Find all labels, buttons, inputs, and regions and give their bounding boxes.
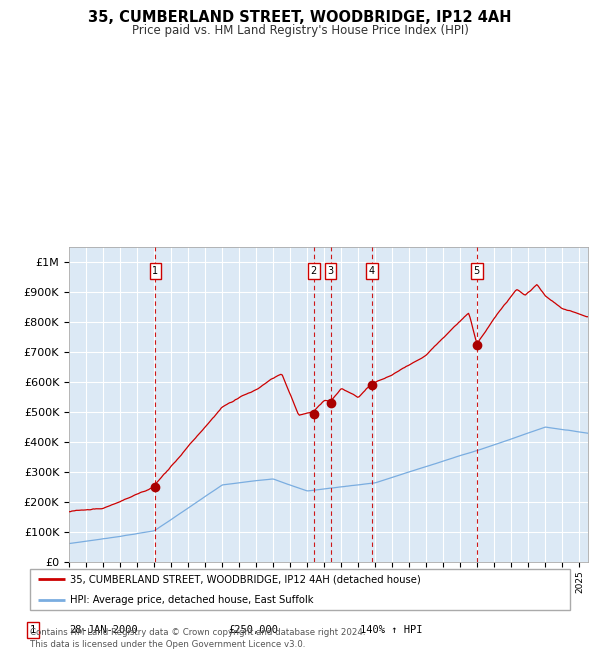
Text: 5: 5 (473, 266, 480, 276)
Text: Price paid vs. HM Land Registry's House Price Index (HPI): Price paid vs. HM Land Registry's House … (131, 24, 469, 37)
FancyBboxPatch shape (30, 569, 570, 610)
Text: £250,000: £250,000 (228, 625, 278, 635)
Text: 1: 1 (152, 266, 158, 276)
Text: Contains HM Land Registry data © Crown copyright and database right 2024.
This d: Contains HM Land Registry data © Crown c… (30, 628, 365, 649)
Text: 4: 4 (369, 266, 375, 276)
Text: 2: 2 (311, 266, 317, 276)
Text: 3: 3 (328, 266, 334, 276)
Text: 1: 1 (29, 625, 37, 635)
Text: 35, CUMBERLAND STREET, WOODBRIDGE, IP12 4AH: 35, CUMBERLAND STREET, WOODBRIDGE, IP12 … (88, 10, 512, 25)
Text: 35, CUMBERLAND STREET, WOODBRIDGE, IP12 4AH (detached house): 35, CUMBERLAND STREET, WOODBRIDGE, IP12 … (71, 575, 421, 584)
Text: 28-JAN-2000: 28-JAN-2000 (69, 625, 138, 635)
Text: 140% ↑ HPI: 140% ↑ HPI (360, 625, 422, 635)
Text: HPI: Average price, detached house, East Suffolk: HPI: Average price, detached house, East… (71, 595, 314, 604)
